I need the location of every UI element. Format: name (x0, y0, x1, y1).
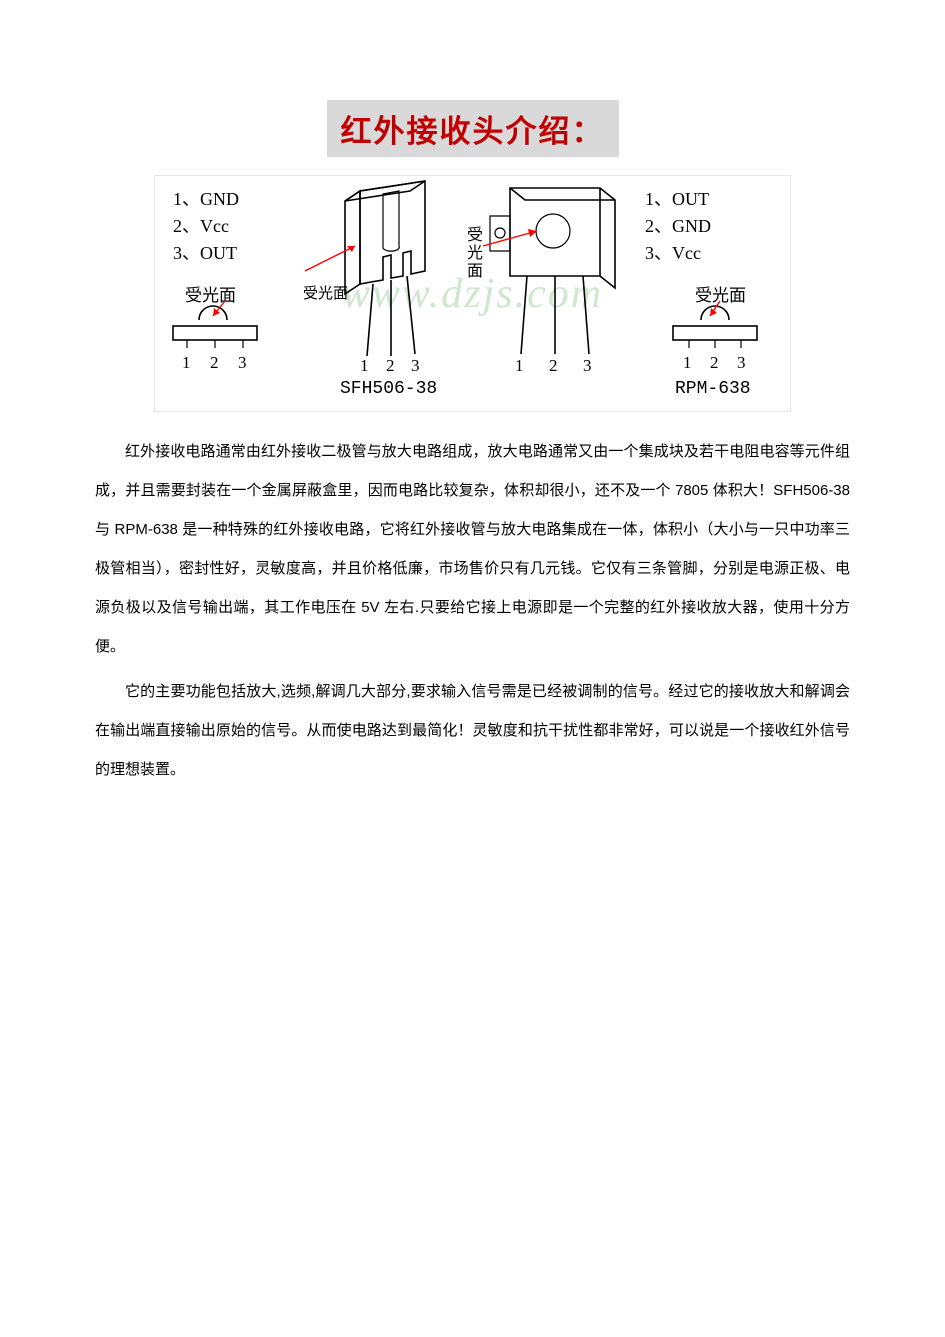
pin-num: 1 (515, 356, 524, 375)
pin-num: 2 (210, 353, 219, 372)
title-container: 红外接收头介绍： (95, 100, 850, 157)
sfh506-package-icon (305, 181, 425, 356)
pin-num: 2 (549, 356, 558, 375)
pin-num: 1 (683, 353, 692, 372)
pin-num: 2 (386, 356, 395, 375)
pin-num: 3 (411, 356, 420, 375)
topview-right-icon (673, 301, 757, 348)
page-title: 红外接收头介绍： (327, 100, 619, 157)
pin-num: 1 (360, 356, 369, 375)
pin-num: 2 (710, 353, 719, 372)
document-page: 红外接收头介绍： www.dzjs.com 1、GND 2、Vcc 3、OUT … (0, 0, 945, 855)
ir-receiver-diagram: www.dzjs.com 1、GND 2、Vcc 3、OUT 1、OUT 2、G… (154, 175, 791, 412)
pin-num: 3 (737, 353, 746, 372)
body-paragraph: 它的主要功能包括放大,选频,解调几大部分,要求输入信号需是已经被调制的信号。经过… (95, 672, 850, 789)
pin-num: 1 (182, 353, 191, 372)
part-name-right: RPM-638 (675, 379, 751, 399)
rpm638-package-icon (483, 188, 615, 354)
pin-num: 3 (238, 353, 247, 372)
diagram-svg: 1 2 3 1 2 3 (155, 176, 790, 411)
body-paragraph: 红外接收电路通常由红外接收二极管与放大电路组成，放大电路通常又由一个集成块及若干… (95, 432, 850, 666)
part-name-left: SFH506-38 (340, 379, 437, 399)
pin-num: 3 (583, 356, 592, 375)
